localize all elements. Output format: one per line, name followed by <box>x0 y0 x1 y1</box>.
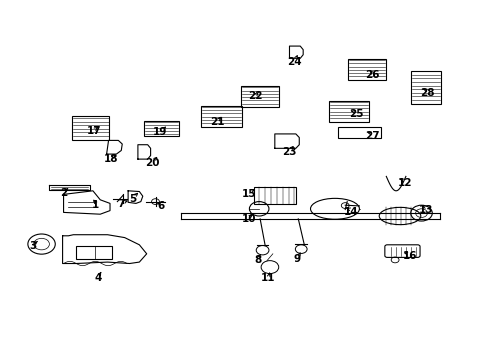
Text: 8: 8 <box>254 255 261 265</box>
Bar <box>76 246 112 259</box>
Text: 13: 13 <box>418 204 433 215</box>
Text: 7: 7 <box>117 199 125 210</box>
Text: 1: 1 <box>92 200 99 210</box>
Text: 2: 2 <box>60 188 67 198</box>
Text: 9: 9 <box>293 254 300 264</box>
Text: 5: 5 <box>129 194 136 204</box>
Bar <box>338 127 381 138</box>
Bar <box>328 101 368 122</box>
Text: 6: 6 <box>158 201 164 211</box>
Text: 3: 3 <box>30 240 37 251</box>
Text: 25: 25 <box>348 109 363 120</box>
Text: 14: 14 <box>343 207 358 217</box>
Bar <box>240 86 278 107</box>
Text: 23: 23 <box>282 147 296 157</box>
Text: 16: 16 <box>402 251 416 261</box>
Text: 11: 11 <box>260 273 275 283</box>
Text: 22: 22 <box>247 91 262 102</box>
Text: 20: 20 <box>145 158 160 168</box>
Text: 19: 19 <box>153 127 167 138</box>
Bar <box>347 59 386 80</box>
Text: 17: 17 <box>86 126 101 136</box>
Text: 24: 24 <box>286 57 301 67</box>
Text: 15: 15 <box>242 189 256 199</box>
Text: 10: 10 <box>242 214 256 224</box>
Text: 27: 27 <box>365 131 379 141</box>
Text: 12: 12 <box>397 178 411 188</box>
Text: 28: 28 <box>420 88 434 98</box>
Bar <box>254 187 295 204</box>
Bar <box>410 71 440 104</box>
Text: 18: 18 <box>104 154 119 164</box>
Bar <box>72 116 109 140</box>
Text: 26: 26 <box>365 70 379 80</box>
Text: 21: 21 <box>210 117 224 127</box>
Text: 4: 4 <box>94 273 102 283</box>
Bar <box>144 121 179 136</box>
Bar <box>201 106 241 127</box>
